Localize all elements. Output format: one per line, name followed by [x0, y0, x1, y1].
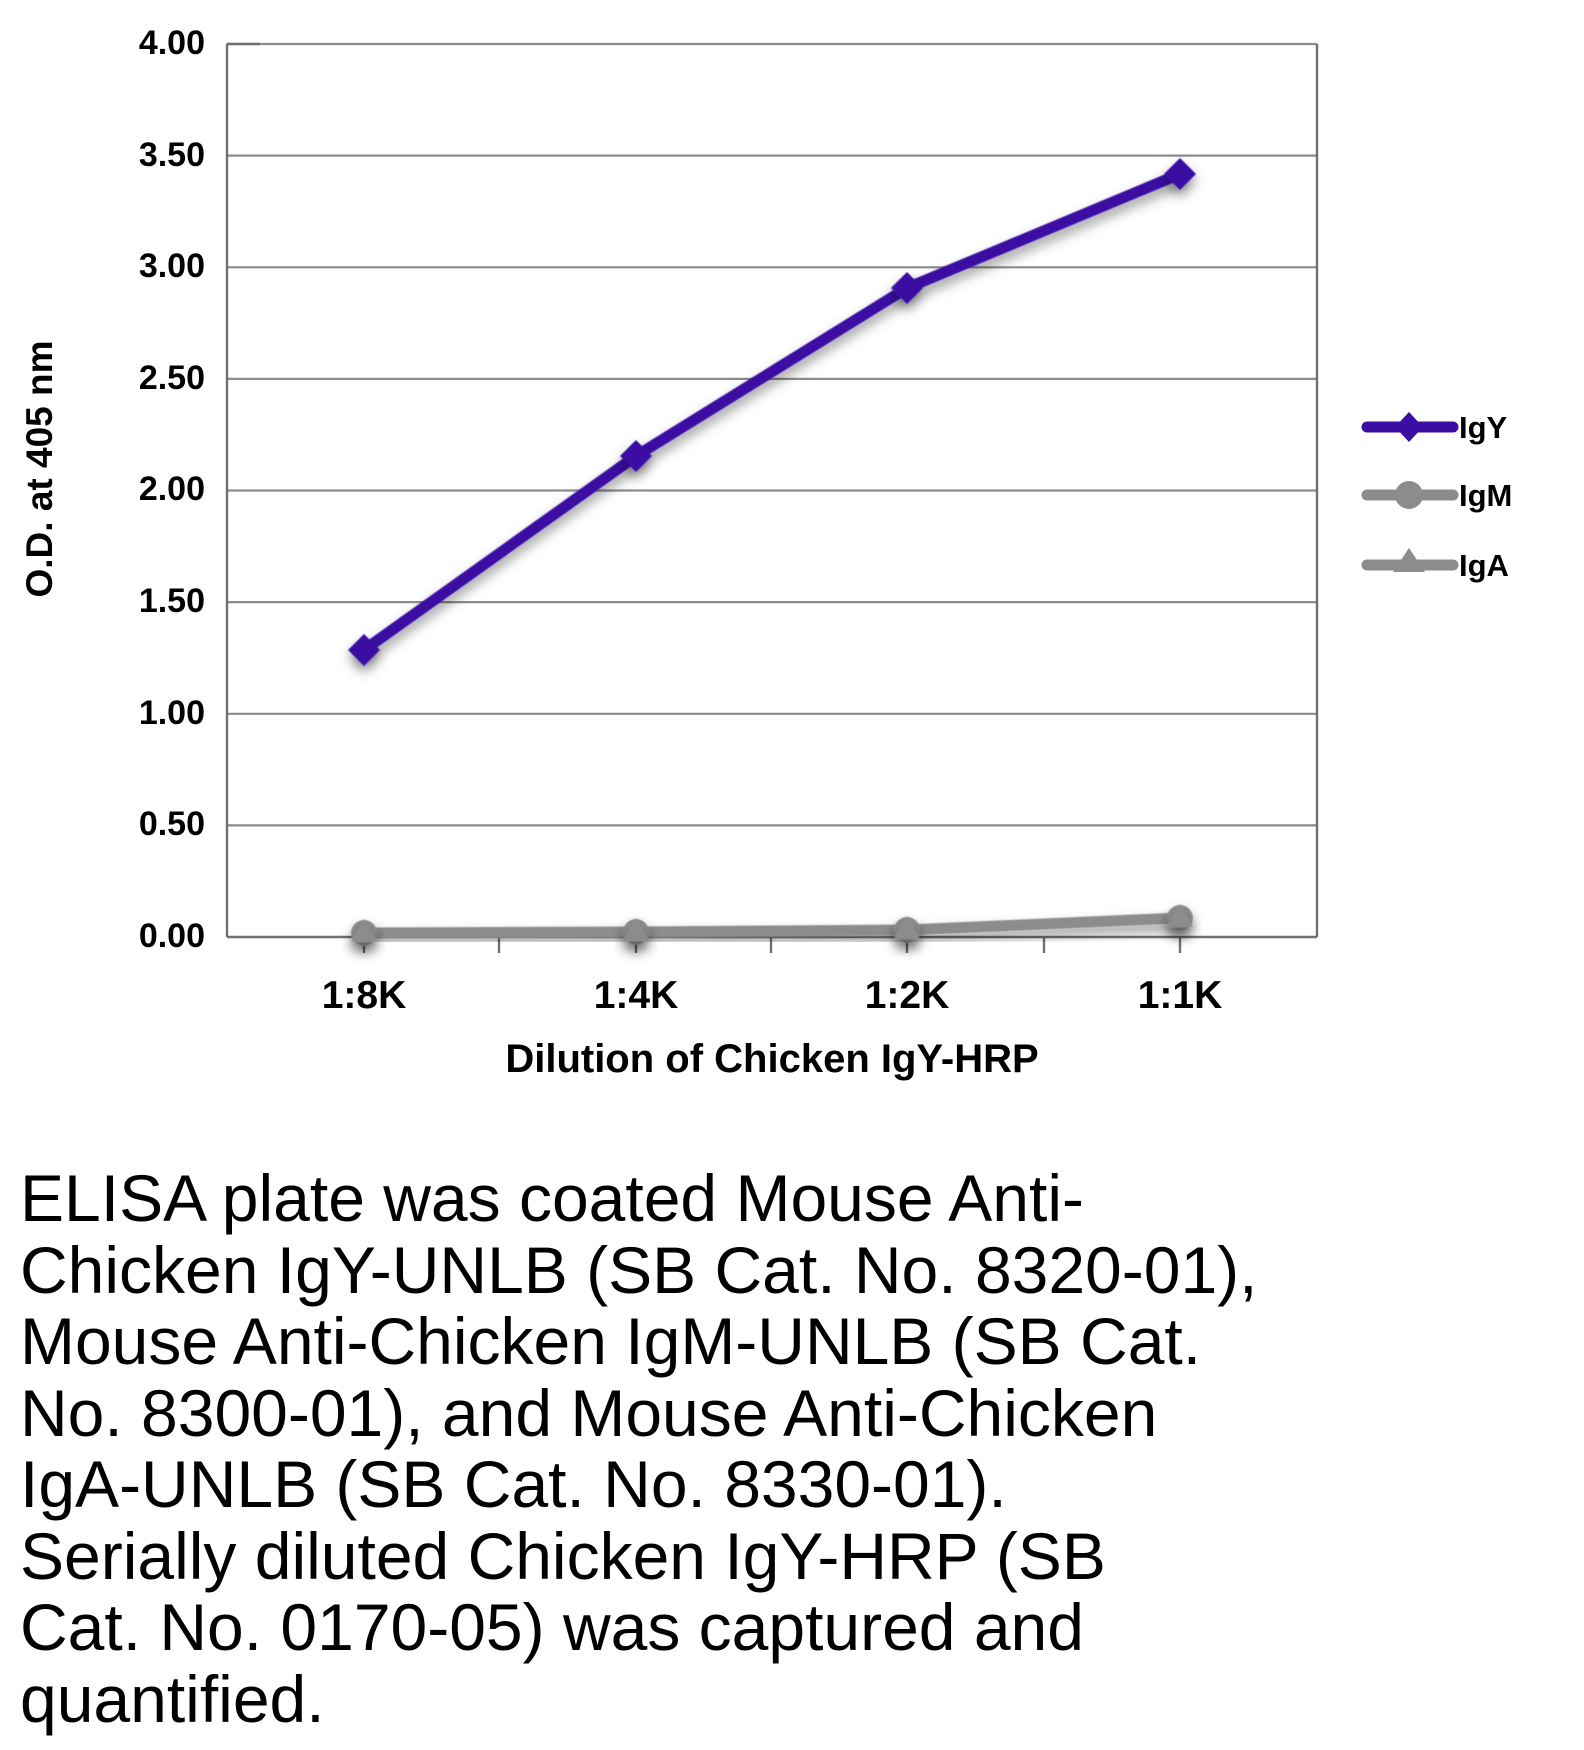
svg-text:IgM: IgM [1459, 478, 1512, 513]
svg-text:O.D. at 405 nm: O.D. at 405 nm [19, 340, 60, 597]
svg-text:0.50: 0.50 [139, 805, 205, 843]
svg-text:Dilution of Chicken IgY-HRP: Dilution of Chicken IgY-HRP [505, 1037, 1038, 1081]
svg-text:1:8K: 1:8K [322, 974, 407, 1017]
svg-text:3.50: 3.50 [139, 136, 205, 174]
svg-text:1:4K: 1:4K [594, 974, 679, 1017]
svg-text:2.50: 2.50 [139, 359, 205, 397]
svg-text:1:2K: 1:2K [865, 974, 950, 1017]
svg-text:1.50: 1.50 [139, 582, 205, 620]
svg-text:3.00: 3.00 [139, 247, 205, 285]
svg-text:1.00: 1.00 [139, 694, 205, 732]
svg-text:1:1K: 1:1K [1138, 974, 1223, 1017]
svg-text:4.00: 4.00 [139, 24, 205, 62]
svg-text:0.00: 0.00 [139, 917, 205, 955]
svg-text:IgY: IgY [1459, 410, 1508, 445]
svg-text:2.00: 2.00 [139, 470, 205, 508]
svg-text:IgA: IgA [1459, 548, 1509, 583]
